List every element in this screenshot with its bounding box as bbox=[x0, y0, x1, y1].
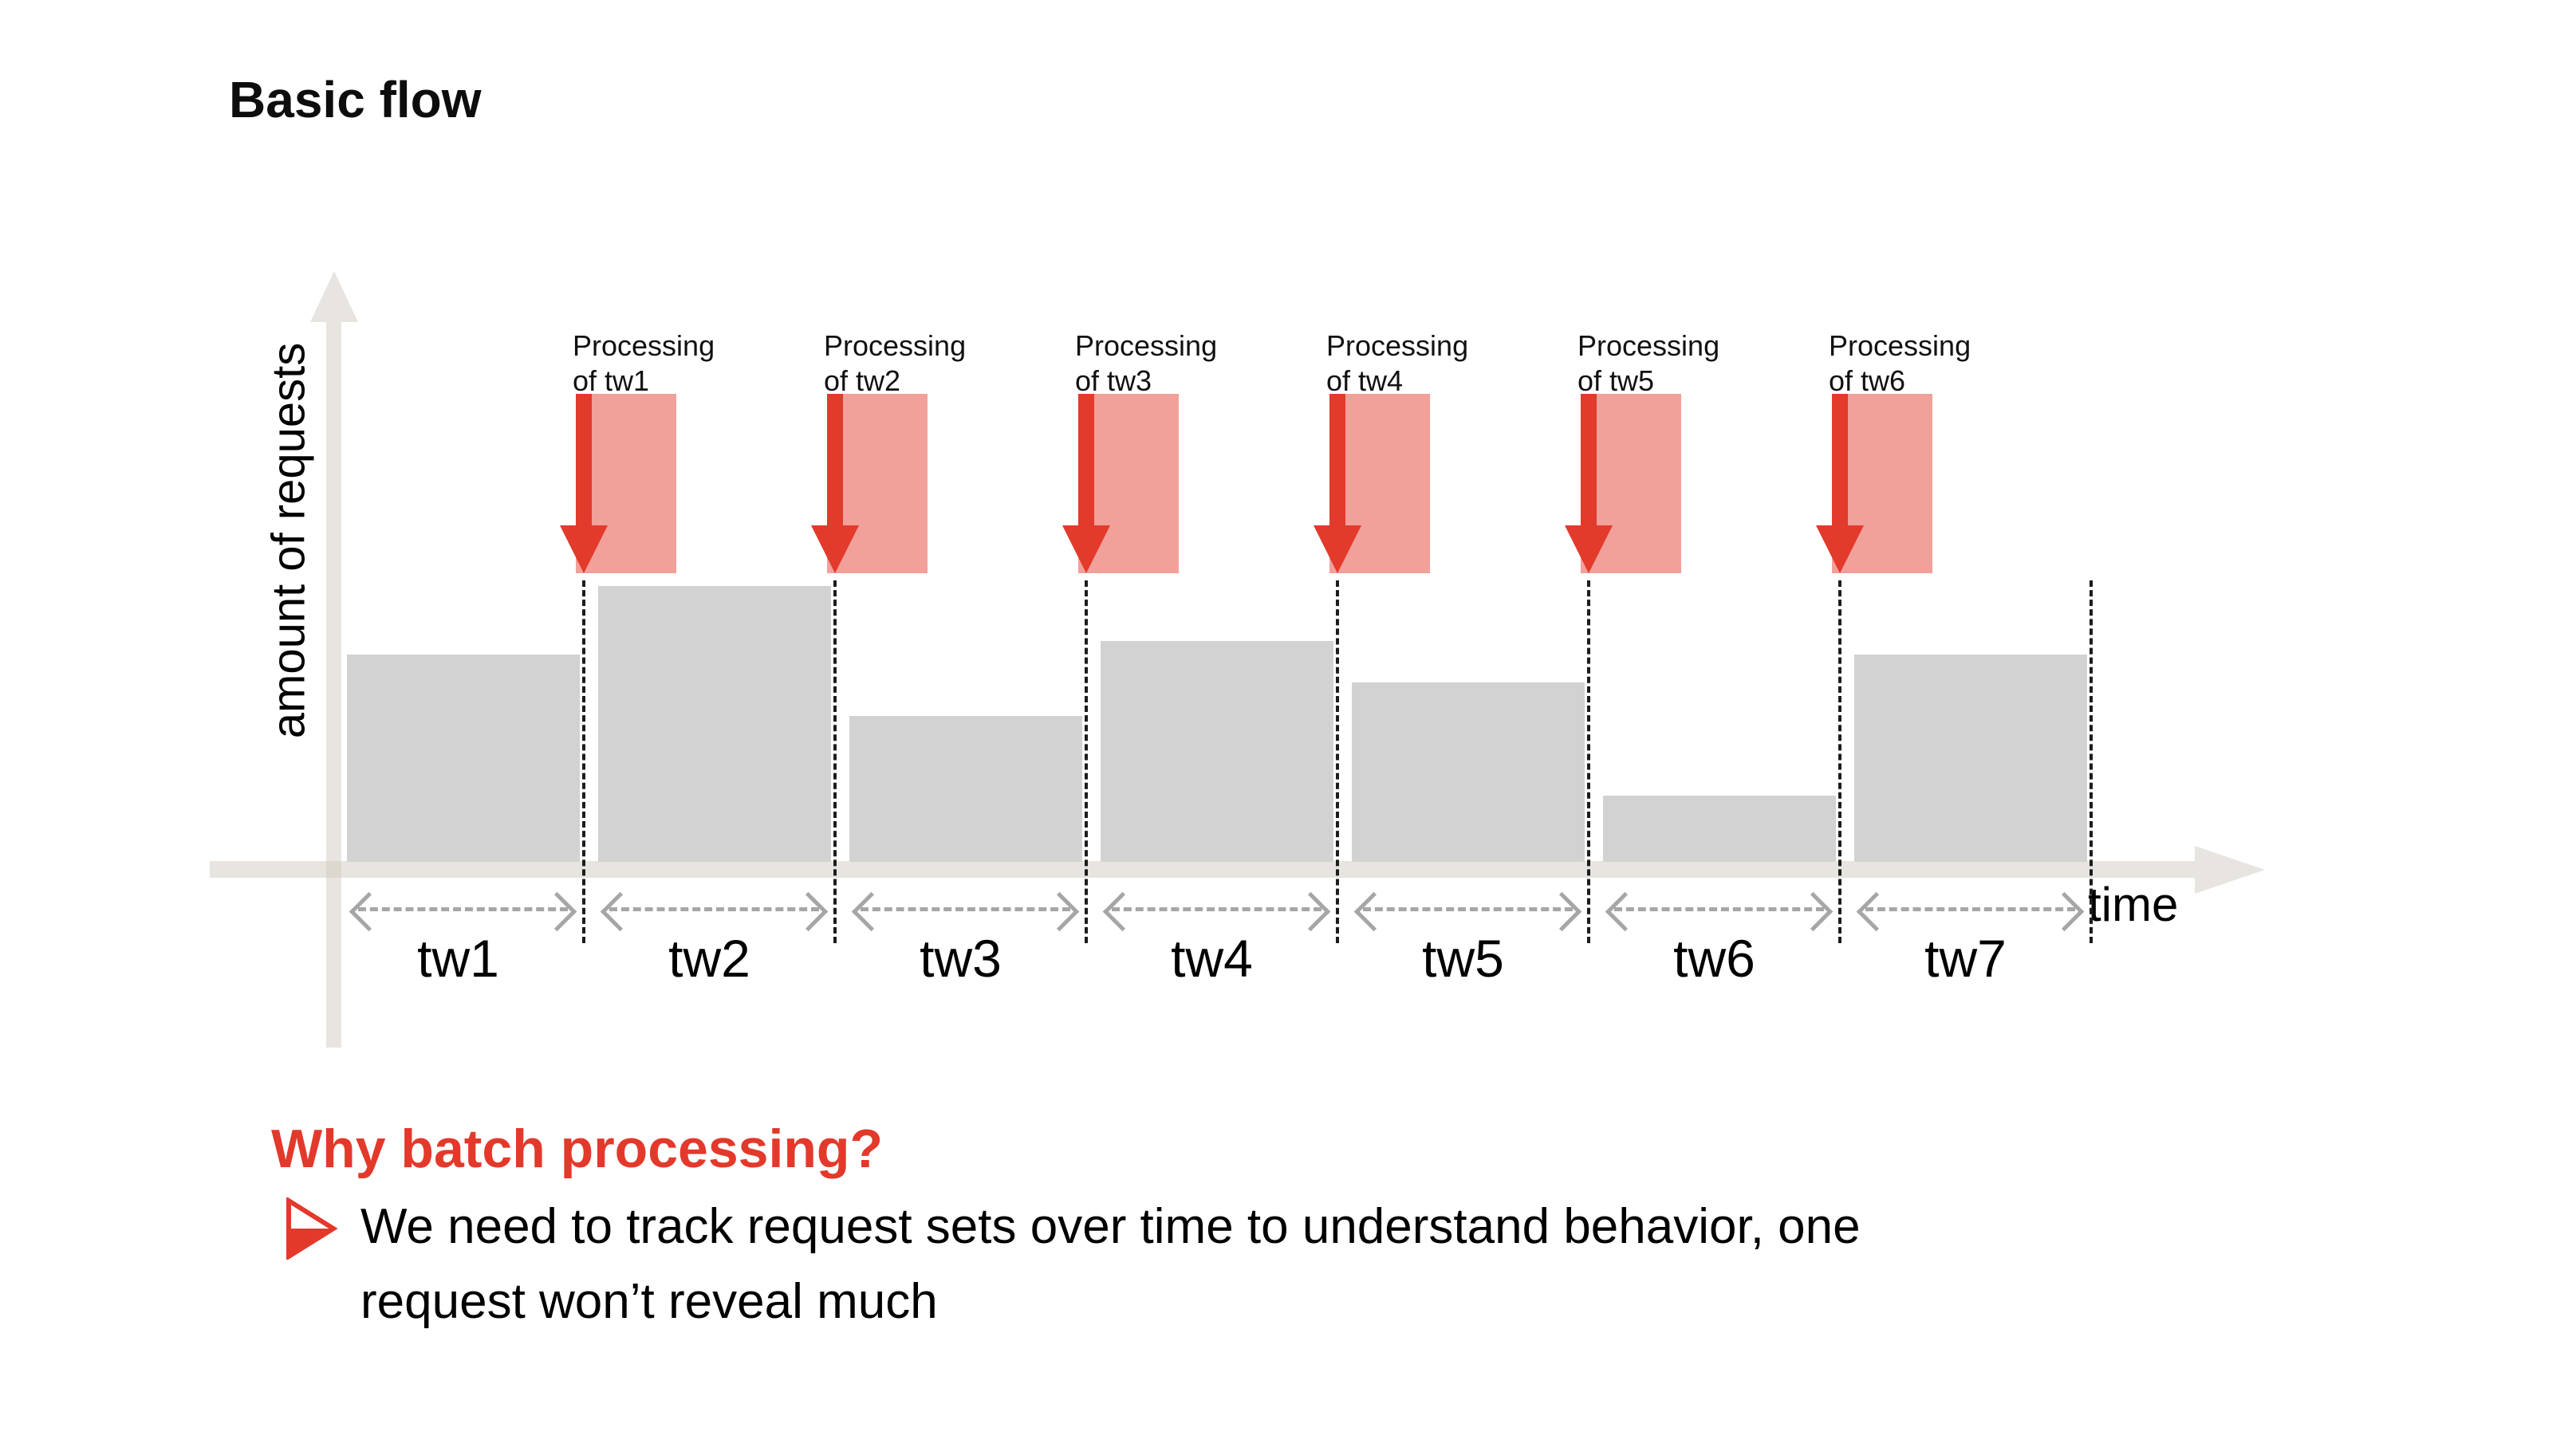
processing-label-line1: Processing bbox=[1578, 329, 1720, 362]
bullet-arrow-icon bbox=[286, 1196, 338, 1264]
processing-label: Processing of tw4 bbox=[1326, 328, 1468, 399]
window-divider-5 bbox=[1587, 580, 1590, 943]
window-span-arrow-tw1 bbox=[349, 891, 577, 932]
tw-label-tw2: tw2 bbox=[668, 929, 750, 988]
tw-label-tw3: tw3 bbox=[920, 929, 1002, 988]
processing-arrow-shaft-icon bbox=[1581, 394, 1597, 527]
processing-arrow-shaft-icon bbox=[1832, 394, 1848, 527]
window-span-arrow-tw2 bbox=[600, 891, 829, 932]
bar-tw4 bbox=[1101, 641, 1333, 862]
window-divider-4 bbox=[1336, 580, 1339, 943]
window-divider-3 bbox=[1085, 580, 1088, 943]
span-arrow-left-chevron-icon bbox=[1102, 891, 1143, 932]
span-arrow-right-chevron-icon bbox=[788, 891, 829, 932]
window-span-arrow-tw5 bbox=[1353, 891, 1582, 932]
span-arrow-right-chevron-icon bbox=[1039, 891, 1080, 932]
tw-label-tw5: tw5 bbox=[1422, 929, 1504, 988]
span-arrow-left-chevron-icon bbox=[1353, 891, 1394, 932]
processing-label-line2: of tw3 bbox=[1075, 364, 1152, 397]
span-arrow-left-chevron-icon bbox=[1605, 891, 1645, 932]
tw-label-tw1: tw1 bbox=[417, 929, 499, 988]
span-arrow-right-chevron-icon bbox=[1542, 891, 1582, 932]
span-arrow-left-chevron-icon bbox=[1856, 891, 1897, 932]
processing-label-line2: of tw2 bbox=[824, 364, 901, 397]
x-axis-arrowhead-icon bbox=[2195, 846, 2265, 894]
bar-tw6 bbox=[1603, 796, 1836, 862]
bullet-line-2: request won’t reveal much bbox=[360, 1274, 938, 1329]
bar-tw7 bbox=[1854, 655, 2087, 862]
span-arrow-left-chevron-icon bbox=[851, 891, 892, 932]
section-heading: Why batch processing? bbox=[271, 1119, 883, 1179]
bar-tw3 bbox=[849, 716, 1082, 862]
processing-arrow-shaft-icon bbox=[1329, 394, 1345, 527]
tw-label-tw4: tw4 bbox=[1171, 929, 1253, 988]
window-divider-1 bbox=[582, 580, 585, 943]
processing-label-line1: Processing bbox=[1075, 329, 1218, 362]
span-arrow-right-chevron-icon bbox=[537, 891, 577, 932]
processing-arrow-shaft-icon bbox=[1078, 394, 1094, 527]
processing-label: Processing of tw1 bbox=[573, 328, 715, 399]
processing-arrow-head-icon bbox=[811, 525, 859, 573]
processing-label: Processing of tw2 bbox=[824, 328, 966, 399]
bar-tw5 bbox=[1352, 682, 1585, 862]
processing-label-line1: Processing bbox=[1829, 329, 1971, 362]
window-divider-7 bbox=[2090, 580, 2093, 943]
window-divider-6 bbox=[1838, 580, 1841, 943]
span-arrow-left-chevron-icon bbox=[600, 891, 640, 932]
bullet-line-1: We need to track request sets over time … bbox=[360, 1199, 1861, 1254]
x-axis-label: time bbox=[2088, 878, 2179, 931]
processing-arrow-shaft-icon bbox=[576, 394, 592, 527]
span-arrow-right-chevron-icon bbox=[1290, 891, 1331, 932]
processing-label-line2: of tw1 bbox=[573, 364, 650, 397]
span-arrow-left-chevron-icon bbox=[349, 891, 389, 932]
processing-arrow-shaft-icon bbox=[827, 394, 843, 527]
processing-label: Processing of tw3 bbox=[1075, 328, 1217, 399]
processing-label-line2: of tw6 bbox=[1829, 364, 1906, 397]
y-axis-arrowhead-icon bbox=[310, 271, 358, 322]
tw-label-tw7: tw7 bbox=[1924, 929, 2007, 988]
processing-label: Processing of tw5 bbox=[1578, 328, 1719, 399]
span-arrow-right-chevron-icon bbox=[2044, 891, 2085, 932]
processing-arrow-head-icon bbox=[560, 525, 608, 573]
processing-label: Processing of tw6 bbox=[1829, 328, 1971, 399]
bar-tw2 bbox=[598, 586, 831, 862]
page-title: Basic flow bbox=[229, 71, 482, 128]
processing-label-line1: Processing bbox=[573, 329, 715, 362]
span-arrow-right-chevron-icon bbox=[1793, 891, 1834, 932]
bullet-text: We need to track request sets over time … bbox=[360, 1190, 1861, 1339]
y-axis-label: amount of requests bbox=[262, 342, 315, 739]
window-divider-2 bbox=[833, 580, 837, 943]
processing-label-line2: of tw5 bbox=[1578, 364, 1655, 397]
processing-arrow-head-icon bbox=[1314, 525, 1361, 573]
processing-arrow-head-icon bbox=[1565, 525, 1613, 573]
processing-label-line1: Processing bbox=[824, 329, 967, 362]
bar-tw1 bbox=[347, 655, 580, 862]
processing-arrow-head-icon bbox=[1062, 525, 1110, 573]
axis-intersection bbox=[326, 861, 341, 878]
window-span-arrow-tw4 bbox=[1102, 891, 1331, 932]
window-span-arrow-tw6 bbox=[1605, 891, 1834, 932]
tw-label-tw6: tw6 bbox=[1673, 929, 1755, 988]
window-span-arrow-tw7 bbox=[1856, 891, 2085, 932]
processing-arrow-head-icon bbox=[1816, 525, 1864, 573]
window-span-arrow-tw3 bbox=[851, 891, 1080, 932]
processing-label-line1: Processing bbox=[1326, 329, 1469, 362]
x-axis-line bbox=[210, 861, 2195, 878]
processing-label-line2: of tw4 bbox=[1326, 364, 1404, 397]
